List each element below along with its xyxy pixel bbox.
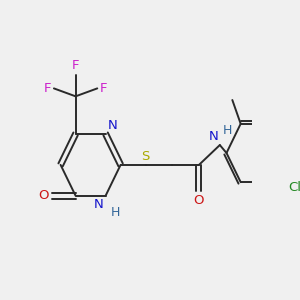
Text: N: N (108, 119, 118, 132)
Text: N: N (208, 130, 218, 143)
Text: O: O (38, 189, 49, 202)
Text: F: F (44, 82, 51, 95)
Text: F: F (100, 82, 107, 95)
Text: O: O (194, 194, 204, 207)
Text: H: H (223, 124, 232, 137)
Text: H: H (111, 206, 120, 219)
Text: N: N (94, 198, 104, 211)
Text: S: S (141, 150, 150, 163)
Text: F: F (72, 58, 79, 72)
Text: Cl: Cl (288, 181, 300, 194)
